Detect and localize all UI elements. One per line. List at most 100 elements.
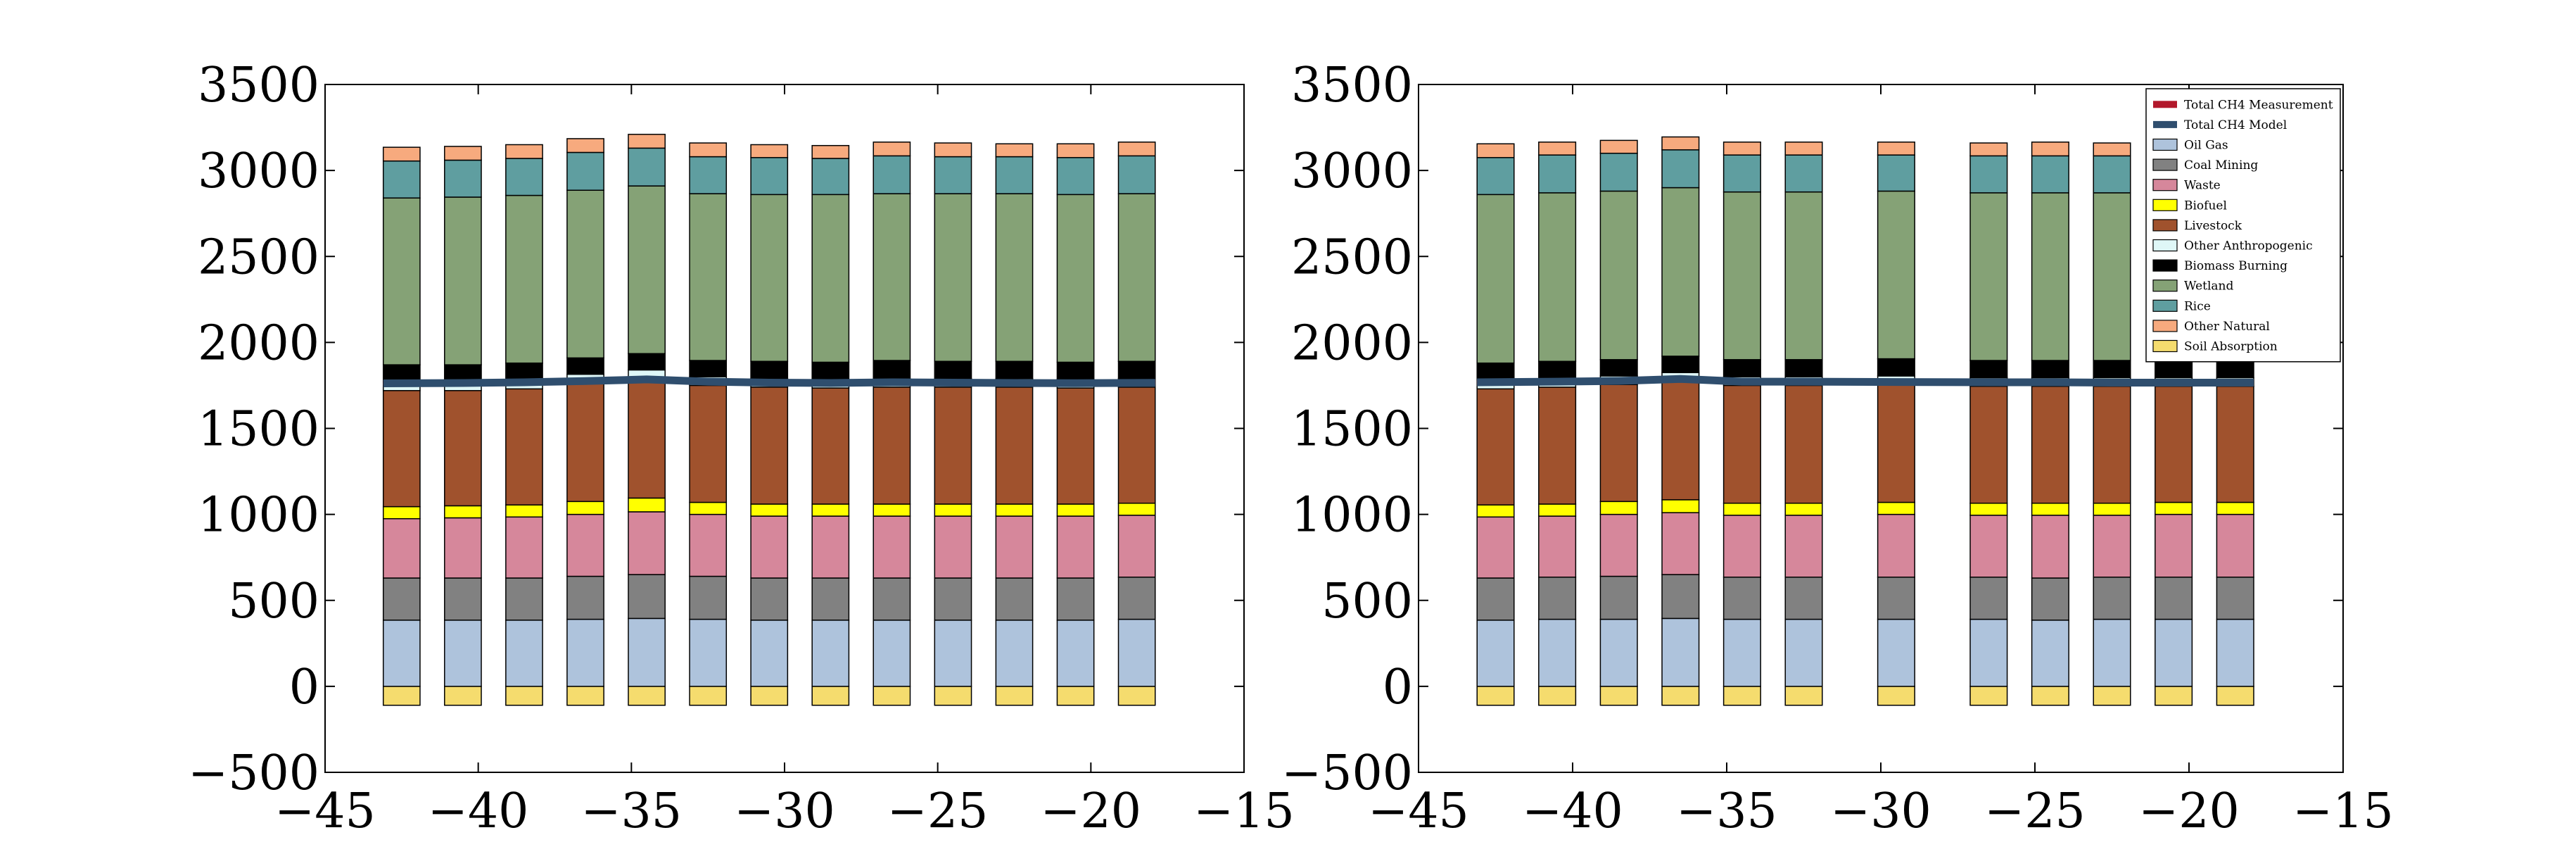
bar-biomass-burning: [1476, 362, 1515, 381]
bar-soil-absorption: [566, 686, 604, 706]
bar-wetland: [505, 194, 543, 364]
bar-other-natural: [2031, 142, 2069, 157]
x-tick-label: −15: [1193, 784, 1295, 839]
bar-oil-gas: [505, 620, 543, 687]
bar-soil-absorption: [1599, 686, 1638, 706]
x-tick-label: −20: [1041, 784, 1142, 839]
bar-coal-mining: [2031, 577, 2069, 621]
legend-entry: Total CH4 Measurement: [2153, 98, 2333, 112]
y-tick-label: −500: [188, 746, 319, 801]
bar-wetland: [750, 194, 789, 362]
bar-biofuel: [1722, 502, 1761, 516]
bar-livestock: [444, 390, 482, 507]
bar-waste: [2093, 515, 2131, 578]
bar-coal-mining: [1599, 575, 1638, 620]
bar-biofuel: [1117, 502, 1156, 516]
bar-other-natural: [566, 138, 604, 153]
chart-panel-2: −45 −40 −35 −30 −25 −20 −15 −500 0 500 1000 1500 200…: [1281, 58, 2394, 839]
y-tick-label: 2000: [1291, 315, 1413, 371]
bar-livestock: [1969, 385, 2008, 504]
bar-soil-absorption: [2093, 686, 2131, 706]
bar-rice: [1722, 154, 1761, 193]
bar-other-natural: [2093, 142, 2131, 157]
legend-swatch: [2152, 199, 2178, 211]
bar-other-natural: [1784, 142, 1823, 156]
x-tick-label: −35: [581, 784, 683, 839]
bar-rice: [444, 159, 482, 198]
legend-box: [2145, 88, 2341, 363]
bar-biomass-burning: [1722, 359, 1761, 377]
bar-livestock: [934, 387, 972, 505]
bar-rice: [382, 160, 421, 199]
bar-soil-absorption: [444, 686, 482, 706]
y-tick-label: 1500: [1291, 402, 1413, 458]
bar-biomass-burning: [2155, 360, 2193, 379]
y-tick-label: 3500: [198, 58, 319, 113]
legend-entry: Wetland: [2152, 280, 2234, 294]
y-tick-label: 0: [1383, 660, 1413, 715]
bar-oil-gas: [689, 618, 728, 687]
line-total-ch4-model: [1477, 375, 2254, 387]
bar-soil-absorption: [1476, 686, 1515, 706]
bar-biomass-burning: [2216, 360, 2254, 379]
legend-swatch: [2152, 138, 2178, 151]
bar-oil-gas: [750, 620, 789, 687]
total-lines: [1477, 375, 2254, 387]
legend-entry: Biomass Burning: [2152, 259, 2288, 273]
bar-biofuel: [382, 506, 421, 520]
bar-other-natural: [934, 142, 972, 158]
bar-biofuel: [1661, 499, 1700, 513]
bar-biomass-burning: [1056, 361, 1095, 380]
bar-wetland: [1722, 191, 1761, 360]
bar-wetland: [1877, 190, 1915, 360]
bar-other-natural: [1538, 142, 1577, 156]
bar-rice: [689, 156, 728, 194]
legend-swatch: [2152, 299, 2178, 312]
bar-soil-absorption: [811, 686, 850, 706]
bar-livestock: [1056, 387, 1095, 505]
bar-oil-gas: [1784, 618, 1823, 687]
bar-soil-absorption: [689, 686, 728, 706]
legend-entry: Soil Absorption: [2152, 340, 2278, 354]
bar-coal-mining: [1661, 574, 1700, 620]
bar-coal-mining: [2093, 577, 2131, 620]
legend-swatch: [2153, 120, 2177, 128]
legend-swatch: [2152, 158, 2178, 171]
bar-biomass-burning: [1117, 360, 1156, 379]
legend-entry: Livestock: [2152, 219, 2242, 233]
legend-label: Biofuel: [2184, 199, 2227, 213]
bar-rice: [1969, 155, 2008, 194]
bar-biofuel: [444, 505, 482, 519]
bar-livestock: [689, 384, 728, 503]
bar-other-natural: [1722, 142, 1761, 156]
x-tick-label: −40: [1522, 784, 1623, 839]
bar-oil-gas: [1969, 618, 2008, 687]
bar-livestock: [1722, 384, 1761, 504]
bar-soil-absorption: [1784, 686, 1823, 706]
bar-livestock: [505, 388, 543, 506]
bar-wetland: [811, 194, 850, 363]
x-tick-label: −30: [734, 784, 835, 839]
bar-other-natural: [1476, 143, 1515, 158]
bar-waste: [1056, 515, 1095, 579]
bar-soil-absorption: [2155, 686, 2193, 706]
legend: Total CH4 Measurement Total CH4 Model Oil …: [2145, 88, 2341, 363]
bar-biofuel: [750, 503, 789, 517]
bar-rice: [2031, 155, 2069, 194]
bar-coal-mining: [382, 577, 421, 621]
bar-rice: [1117, 155, 1156, 194]
ticks: −45 −40 −35 −30 −25 −20 −15 −500 0 500 1000 1500 200…: [1281, 58, 2394, 839]
legend-entry: Total CH4 Model: [2153, 118, 2287, 132]
bar-soil-absorption: [873, 686, 911, 706]
bar-other-natural: [811, 144, 850, 159]
bar-coal-mining: [1056, 577, 1095, 621]
bar-other-natural: [1117, 142, 1156, 157]
bar-wetland: [566, 189, 604, 359]
legend-swatch: [2152, 179, 2178, 191]
bar-biomass-burning: [750, 360, 789, 379]
y-tick-label: 1500: [198, 402, 319, 458]
bar-waste: [566, 513, 604, 577]
bar-waste: [995, 515, 1034, 579]
bar-rice: [628, 147, 666, 187]
